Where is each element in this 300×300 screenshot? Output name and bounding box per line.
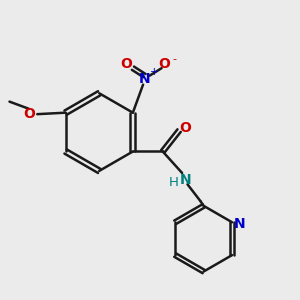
Text: O: O [120,57,132,71]
Text: O: O [159,57,170,71]
Text: N: N [180,172,191,187]
Text: N: N [234,217,245,231]
Text: N: N [139,72,150,86]
Text: -: - [172,54,176,64]
Text: O: O [23,106,35,121]
Text: H: H [169,176,179,189]
Text: +: + [150,67,159,77]
Text: O: O [179,121,191,135]
